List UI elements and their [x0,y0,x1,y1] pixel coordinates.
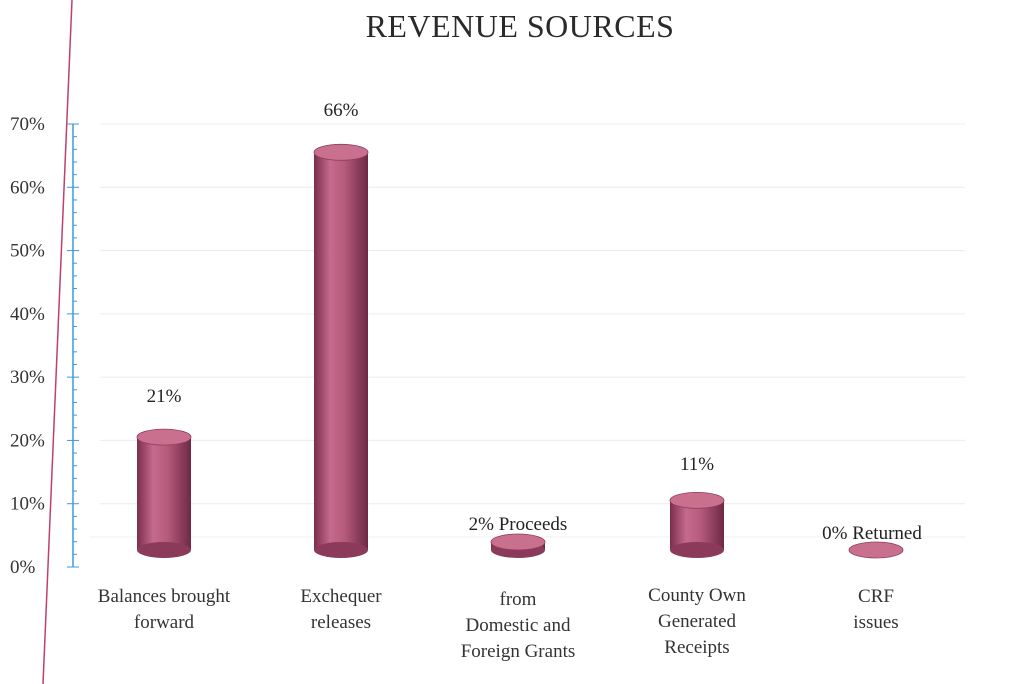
y-tick-label-40: 40% [10,304,45,325]
labels: 21% 66% 2% Proceeds 11% 0% Returned Balances … [98,100,923,662]
bar-cap [669,491,725,509]
bar-base [314,542,368,558]
bar-cap [313,143,369,161]
y-axis: 0% 10% 20% 30% 40% 50% 60% 70% [10,0,79,684]
data-label-4: 11% [680,454,714,475]
x-category-label-5: CRF issues [853,586,898,633]
bar-cap [848,541,904,559]
y-tick-label-30: 30% [10,367,45,388]
bar-1 [136,428,192,558]
y-tick-label-60: 60% [10,177,45,198]
y-tick-label-0: 0% [10,557,36,578]
x-category-label-1: Balances brought forward [98,586,231,633]
bar-2 [313,143,369,558]
y-tick-label-10: 10% [10,494,45,515]
bar-cap [490,533,546,551]
x-category-label-3: from Domestic and Foreign Grants [461,589,576,662]
x-category-label-2: Exchequer releases [300,586,382,633]
data-label-2: 66% [324,100,359,121]
bar-base [670,542,724,558]
bar-cap [136,428,192,446]
bars [136,143,904,559]
y-tick-label-70: 70% [10,114,45,135]
bar-body [314,152,368,551]
bar-5 [848,541,904,559]
chart-title: REVENUE SOURCES [365,8,675,44]
axis-line [42,0,73,684]
x-category-label-4: County Own Generated Receipts [648,585,746,658]
y-tick-label-20: 20% [10,430,45,451]
grid-lines [90,123,965,538]
data-label-3: 2% Proceeds [469,514,568,535]
bar-3 [490,533,546,558]
y-tick-label-50: 50% [10,241,45,262]
bar-base [137,542,191,558]
bar-4 [669,491,725,558]
data-label-1: 21% [147,386,182,407]
data-label-5: 0% Returned [822,523,922,544]
bar-body [137,437,191,550]
